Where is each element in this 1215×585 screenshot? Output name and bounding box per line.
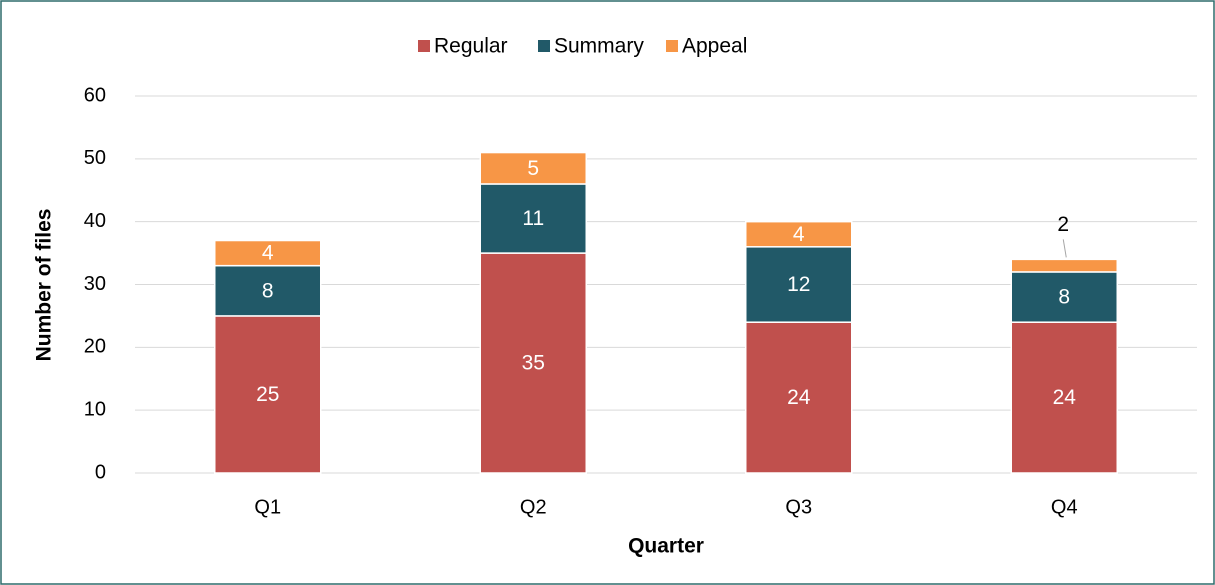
bar-segment: [1010, 321, 1118, 474]
bar-segment: [1010, 271, 1118, 323]
y-tick-label: 10: [84, 398, 106, 420]
data-label: 11: [522, 207, 544, 230]
x-tick-label: Q2: [520, 496, 547, 518]
y-tick-label: 20: [84, 336, 106, 358]
x-tick-label: Q1: [254, 496, 281, 518]
leader-line: [1062, 239, 1067, 258]
x-axis-label: Quarter: [628, 535, 704, 558]
bar-segment: [745, 321, 853, 474]
bar-segment: [214, 315, 322, 474]
bar-segment: [479, 252, 587, 474]
y-tick-label: 40: [84, 210, 106, 232]
data-label: 24: [787, 386, 811, 409]
data-label: 8: [1058, 286, 1070, 309]
legend-label: Regular: [434, 35, 508, 58]
data-label: 4: [793, 223, 805, 246]
bar-segment: [745, 220, 853, 248]
x-tick-label: Q4: [1051, 496, 1078, 518]
data-label: 4: [262, 242, 274, 265]
data-label: 35: [522, 352, 545, 375]
legend-swatch: [538, 40, 550, 52]
bar-segment: [1010, 258, 1118, 273]
data-label: 25: [256, 383, 279, 406]
legend-swatch: [418, 40, 430, 52]
y-axis-label: Number of files: [33, 209, 56, 362]
data-label: 24: [1053, 386, 1077, 409]
bar-segment: [214, 239, 322, 267]
x-tick-label: Q3: [785, 496, 812, 518]
y-tick-label: 60: [84, 84, 106, 106]
data-label: 8: [262, 279, 274, 302]
data-label: 12: [787, 273, 810, 296]
bar-segment: [745, 246, 853, 323]
data-label: 2: [1057, 213, 1069, 236]
legend-label: Appeal: [682, 35, 747, 58]
y-tick-label: 50: [84, 147, 106, 169]
bar-segment: [214, 264, 322, 317]
data-label: 5: [527, 157, 539, 180]
y-tick-label: 30: [84, 273, 106, 295]
legend-swatch: [666, 40, 678, 52]
y-tick-label: 0: [95, 461, 106, 483]
legend-label: Summary: [554, 35, 644, 58]
bar-segment: [479, 151, 587, 185]
